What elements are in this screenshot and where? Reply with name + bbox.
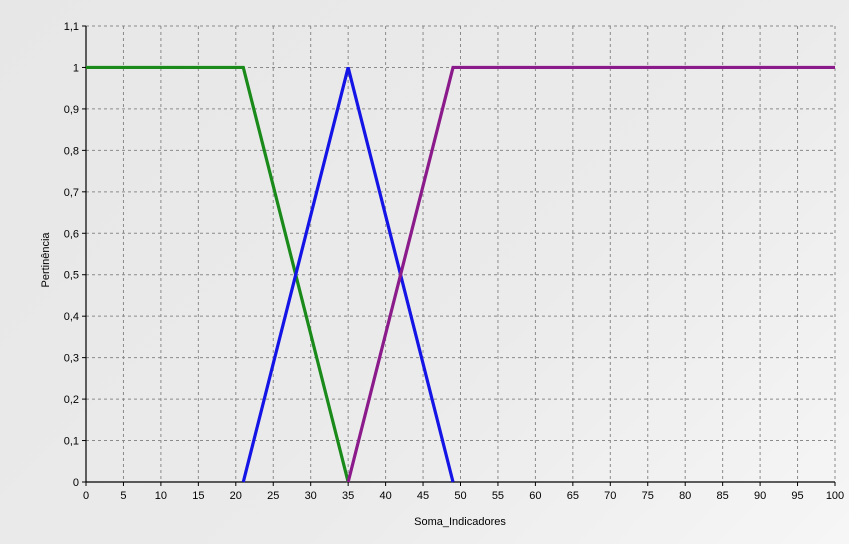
y-tick-label: 0,6 — [64, 228, 79, 240]
x-tick-label: 45 — [417, 490, 429, 502]
x-tick-label: 40 — [379, 490, 391, 502]
x-tick-label: 65 — [567, 490, 579, 502]
x-axis-title: Soma_Indicadores — [414, 516, 506, 528]
y-tick-label: 0,8 — [64, 145, 79, 157]
x-tick-label: 95 — [791, 490, 803, 502]
y-tick-label: 0,4 — [64, 311, 79, 323]
y-tick-label: 0,3 — [64, 353, 79, 365]
x-tick-label: 0 — [83, 490, 89, 502]
x-tick-label: 80 — [679, 490, 691, 502]
y-axis-title: Pertinência — [40, 232, 52, 288]
x-tick-label: 30 — [305, 490, 317, 502]
x-tick-label: 55 — [492, 490, 504, 502]
y-tick-label: 0,2 — [64, 394, 79, 406]
y-tick-labels: 0 0,1 0,2 0,3 0,4 0,5 0,6 0,7 0,8 0,9 1 1,1 — [64, 21, 79, 489]
x-tick-label: 90 — [754, 490, 766, 502]
y-tick-label: 1 — [73, 62, 79, 74]
x-tick-label: 100 — [826, 490, 844, 502]
x-tick-label: 70 — [604, 490, 616, 502]
axes — [82, 25, 836, 486]
x-tick-label: 10 — [155, 490, 167, 502]
y-tick-label: 0 — [73, 477, 79, 489]
x-tick-label: 20 — [230, 490, 242, 502]
series-line-1 — [86, 65, 350, 483]
x-tick-label: 35 — [342, 490, 354, 502]
x-tick-label: 85 — [717, 490, 729, 502]
y-tick-label: 0,5 — [64, 270, 79, 282]
series-line-2 — [241, 67, 455, 483]
grid — [86, 25, 836, 482]
y-tick-label: 1,1 — [64, 21, 79, 33]
x-tick-label: 15 — [192, 490, 204, 502]
y-tick-label: 0,1 — [64, 436, 79, 448]
series-group — [86, 65, 835, 483]
x-tick-label: 75 — [642, 490, 654, 502]
y-tick-label: 0,7 — [64, 187, 79, 199]
y-tick-label: 0,9 — [64, 104, 79, 116]
x-tick-label: 25 — [267, 490, 279, 502]
series-line-3 — [346, 65, 835, 483]
x-tick-label: 60 — [529, 490, 541, 502]
x-tick-labels: 0 5 10 15 20 25 30 35 40 45 50 55 60 65 70 75 80 85 90 95 10… — [83, 490, 844, 502]
x-tick-label: 5 — [120, 490, 126, 502]
x-tick-label: 50 — [454, 490, 466, 502]
